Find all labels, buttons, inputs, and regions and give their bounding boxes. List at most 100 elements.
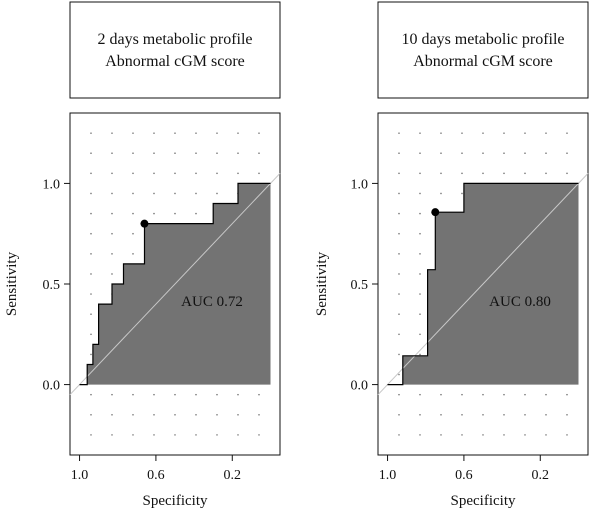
grid-dot xyxy=(90,192,92,195)
grid-dot xyxy=(398,253,400,255)
grid-dot xyxy=(398,413,400,416)
grid-dot xyxy=(440,192,442,195)
grid-dot xyxy=(258,172,260,175)
grid-dot xyxy=(90,413,92,416)
grid-dot xyxy=(545,434,547,436)
grid-dot xyxy=(132,172,134,175)
chart-title-line-2: Abnormal cGM score xyxy=(413,53,553,70)
grid-dot xyxy=(524,172,526,175)
grid-dot xyxy=(90,273,92,275)
grid-dot xyxy=(419,293,421,295)
grid-dot xyxy=(111,253,113,255)
x-axis-label: Specificity xyxy=(143,493,208,509)
grid-dot xyxy=(419,413,421,416)
grid-dot xyxy=(237,434,239,436)
grid-dot xyxy=(216,172,218,175)
grid-dot xyxy=(237,132,239,134)
roc-panel-10-days: 10 days metabolic profile Abnormal cGM s… xyxy=(314,1,589,509)
grid-dot xyxy=(237,413,239,416)
grid-dot xyxy=(111,152,113,155)
grid-dot xyxy=(545,393,547,396)
grid-dot xyxy=(90,293,92,295)
optimal-cutoff-point xyxy=(140,219,149,228)
grid-dot xyxy=(545,172,547,175)
chance-diagonal-line xyxy=(377,173,589,395)
grid-dot xyxy=(398,192,400,195)
y-tick-label: 0.0 xyxy=(43,379,61,394)
grid-dot xyxy=(111,393,113,396)
grid-dot xyxy=(111,212,113,215)
grid-dot xyxy=(195,132,197,134)
grid-dot xyxy=(90,333,92,336)
y-tick-label: 1.0 xyxy=(351,177,369,192)
x-axis-label: Specificity xyxy=(451,493,516,509)
grid-dot xyxy=(153,192,155,195)
chart-title-line-1: 10 days metabolic profile xyxy=(401,31,564,48)
y-tick-label: 1.0 xyxy=(43,177,61,192)
grid-dot xyxy=(216,132,218,134)
grid-dot xyxy=(258,413,260,416)
x-tick-label: 1.0 xyxy=(379,468,397,483)
grid-dot xyxy=(566,132,568,134)
grid-dot xyxy=(90,212,92,215)
grid-dot xyxy=(90,172,92,175)
x-tick-label: 1.0 xyxy=(71,468,89,483)
grid-dot xyxy=(195,192,197,195)
grid-dot xyxy=(419,333,421,336)
grid-dot xyxy=(419,232,421,235)
grid-dot xyxy=(440,152,442,155)
grid-dot xyxy=(195,393,197,396)
grid-dot xyxy=(90,232,92,235)
y-tick-label: 0.0 xyxy=(351,379,369,394)
grid-dot xyxy=(419,253,421,255)
grid-dot xyxy=(174,434,176,436)
grid-dot xyxy=(461,172,463,175)
grid-dot xyxy=(153,393,155,396)
grid-dot xyxy=(419,152,421,155)
grid-dot xyxy=(566,434,568,436)
grid-dot xyxy=(524,413,526,416)
grid-dot xyxy=(398,232,400,235)
axis-ticks: 0.0 0.5 1.0 1.0 0.6 0.2 xyxy=(351,177,550,483)
grid-dot xyxy=(440,413,442,416)
grid-dot xyxy=(111,273,113,275)
roc-curve-line xyxy=(79,182,271,386)
grid-dot xyxy=(174,172,176,175)
chart-title-line-1: 2 days metabolic profile xyxy=(97,31,252,48)
grid-dot xyxy=(216,413,218,416)
y-axis-label: Sensitivity xyxy=(4,251,20,316)
grid-dot xyxy=(398,293,400,295)
grid-dot xyxy=(398,333,400,336)
y-axis-label: Sensitivity xyxy=(314,251,330,316)
grid-dot xyxy=(419,132,421,134)
grid-dot xyxy=(419,192,421,195)
grid-dot xyxy=(566,393,568,396)
grid-dot xyxy=(440,172,442,175)
grid-dot xyxy=(398,273,400,275)
grid-dot xyxy=(566,152,568,155)
grid-dot xyxy=(398,373,400,376)
grid-dot xyxy=(419,273,421,275)
grid-dot xyxy=(237,172,239,175)
grid-dot xyxy=(111,413,113,416)
grid-dot xyxy=(90,434,92,436)
grid-dot xyxy=(398,313,400,315)
grid-dot xyxy=(524,152,526,155)
grid-dot xyxy=(111,232,113,235)
chart-title-line-2: Abnormal cGM score xyxy=(105,53,245,70)
grid-dot xyxy=(237,393,239,396)
grid-dot xyxy=(503,434,505,436)
grid-dot xyxy=(111,132,113,134)
grid-dot xyxy=(503,413,505,416)
grid-dot xyxy=(545,132,547,134)
grid-dot xyxy=(482,413,484,416)
grid-dot xyxy=(419,353,421,356)
grid-dot xyxy=(503,132,505,134)
grid-dot xyxy=(482,152,484,155)
grid-dot xyxy=(195,172,197,175)
y-tick-label: 0.5 xyxy=(351,278,369,293)
grid-dot xyxy=(461,434,463,436)
grid-dot xyxy=(419,434,421,436)
grid-dot xyxy=(132,393,134,396)
x-tick-label: 0.2 xyxy=(224,468,242,483)
